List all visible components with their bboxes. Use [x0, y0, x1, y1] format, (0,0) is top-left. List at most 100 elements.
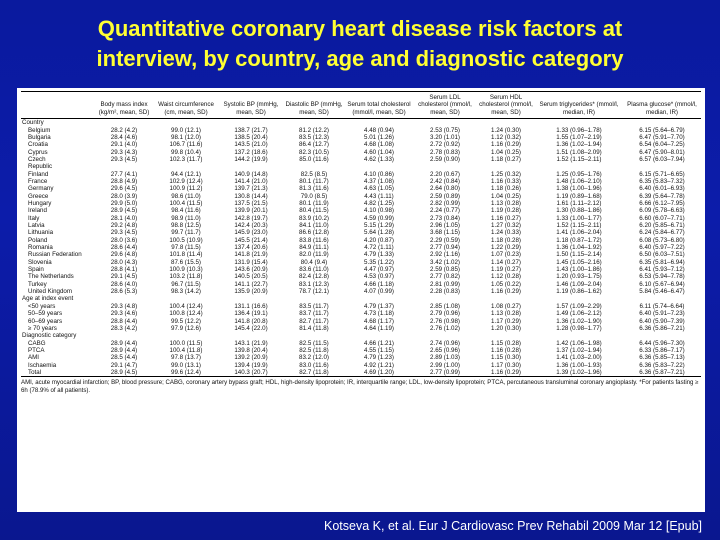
table-cell: 139.4 (19.9) — [234, 361, 268, 369]
table-cell: 1.16 (0.28) — [491, 346, 521, 354]
table-cell: 99.6 (12.4) — [153, 368, 219, 378]
table-cell: 4.82 (1.25) — [364, 200, 394, 207]
table-cell — [153, 295, 219, 302]
table-cell: 6.15 (5.64–6.79) — [639, 126, 685, 134]
table-row: Slovenia 28.0 (4.3) 87.6 (15.5) 131.9 (15.4… — [21, 259, 701, 266]
row-label: 60–69 years — [28, 317, 63, 325]
table-cell: 4.79 (1.23) — [364, 354, 394, 362]
table-cell: 6.35 (5.81–6.94) — [639, 258, 685, 266]
table-row: Germany 29.6 (4.5) 100.9 (11.2) 139.7 (21.3… — [21, 185, 701, 192]
table-cell: 1.07 (0.23) — [491, 251, 521, 259]
row-label: United Kingdom — [28, 288, 73, 296]
table-cell: 99.5 (12.2) — [171, 317, 201, 325]
column-header — [21, 90, 95, 120]
table-cell: 29.3 (4.8) — [110, 302, 138, 310]
table-cell: 3.42 (1.02) — [430, 258, 460, 266]
table-row: Belgium 28.2 (4.2) 99.0 (12.1) 138.7 (21.7)… — [21, 127, 701, 134]
table-cell: 1.19 (0.28) — [491, 207, 521, 215]
table-cell: 82.7 (11.7) — [299, 317, 329, 325]
table-row: Italy 28.1 (4.0) 98.9 (11.0) 142.8 (19.7) 83… — [21, 215, 701, 222]
table-cell: 139.7 (21.3) — [234, 185, 268, 193]
row-label: Ischaemia — [28, 361, 57, 369]
row-label: Slovenia — [28, 258, 52, 266]
table-cell: 100.4 (12.4) — [169, 302, 203, 310]
table-row: PTCA 28.9 (4.4) 100.4 (11.8) 139.8 (20.4) 82… — [21, 347, 701, 354]
table-cell — [153, 332, 219, 339]
table-cell — [477, 332, 535, 339]
table-cell: 1.36 (1.04–1.92) — [556, 244, 602, 252]
table-cell: 1.30 (0.88–1.86) — [556, 207, 602, 215]
table-cell: 1.55 (1.07–2.19) — [556, 133, 602, 141]
section-row: Country — [21, 119, 701, 127]
table-cell: 28.4 (4.6) — [110, 133, 138, 141]
table-cell: 28.9 (4.5) — [110, 207, 138, 215]
table-cell: 1.25 (0.32) — [491, 170, 521, 178]
table-cell: 1.14 (0.27) — [491, 258, 521, 266]
table-cell: 29.1 (4.7) — [110, 361, 138, 369]
table-cell: 1.12 (0.28) — [491, 273, 521, 281]
table-cell: 98.6 (11.0) — [171, 192, 201, 200]
table-cell: 137.2 (18.6) — [234, 148, 268, 156]
table-row: The Netherlands 29.1 (4.5) 103.2 (11.8) 140… — [21, 273, 701, 280]
row-label: Finland — [28, 170, 49, 178]
table-cell: 1.08 (0.27) — [491, 302, 521, 310]
table-cell: 28.3 (4.2) — [110, 324, 138, 332]
table-cell: 29.9 (5.0) — [110, 200, 138, 207]
table-cell: 28.1 (4.0) — [110, 214, 138, 222]
table-cell: 1.33 (0.96–1.78) — [556, 126, 602, 134]
row-label: The Netherlands — [28, 273, 74, 281]
table-cell: 4.53 (0.97) — [364, 273, 394, 281]
table-cell: 28.9 (4.4) — [110, 346, 138, 354]
row-label: 50–59 years — [28, 310, 63, 318]
table-cell: 86.6 (12.8) — [299, 229, 329, 237]
table-cell: 4.66 (1.18) — [364, 280, 394, 288]
table-cell — [623, 295, 701, 302]
table-cell: 96.7 (11.5) — [171, 280, 201, 288]
table-cell: 27.7 (4.1) — [110, 170, 138, 178]
table-cell: 1.28 (0.98–1.77) — [556, 324, 602, 332]
row-label: Latvia — [28, 222, 45, 230]
table-cell: 2.78 (0.83) — [430, 148, 460, 156]
table-cell: 81.2 (12.2) — [299, 126, 329, 134]
table-cell: 100.0 (11.5) — [169, 339, 203, 347]
table-cell: 1.49 (1.06–2.12) — [556, 310, 602, 318]
table-cell — [283, 332, 345, 339]
table-cell — [535, 332, 623, 339]
table-cell: 6.40 (6.01–6.93) — [639, 185, 685, 193]
table-cell: 82.5 (11.5) — [299, 339, 329, 347]
table-cell: 138.5 (20.4) — [234, 133, 268, 141]
table-cell: 1.39 (1.02–1.96) — [535, 368, 623, 378]
table-cell: 138.7 (21.7) — [234, 126, 268, 134]
table-cell: 2.81 (0.99) — [430, 280, 460, 288]
table-cell: 98.4 (11.6) — [171, 207, 201, 215]
table-cell: 80.1 (11.9) — [299, 200, 329, 207]
table-cell: 100.8 (12.4) — [169, 310, 203, 318]
table-cell: 29.3 (4.6) — [110, 310, 138, 318]
row-label: France — [28, 177, 48, 185]
table-cell: 2.89 (1.03) — [430, 354, 460, 362]
table-cell: 6.09 (5.78–6.63) — [639, 207, 685, 215]
table-cell: 139.2 (20.9) — [234, 354, 268, 362]
table-cell: 2.65 (0.96) — [430, 346, 460, 354]
table-cell: 82.5 (11.8) — [299, 346, 329, 354]
table-cell: 6.40 (5.90–7.39) — [639, 317, 685, 325]
table-cell: 145.5 (21.4) — [234, 236, 268, 244]
table-cell: 2.59 (0.89) — [430, 192, 460, 200]
table-cell: 1.19 (0.27) — [491, 266, 521, 274]
table-cell: 28.0 (3.9) — [110, 192, 138, 200]
table-row: Greece 28.0 (3.9) 98.6 (11.0) 130.8 (14.4) 7… — [21, 193, 701, 200]
table-cell — [345, 119, 413, 127]
table-cell: 6.50 (6.03–7.51) — [639, 251, 685, 259]
table-cell: 1.36 (1.02–1.94) — [556, 141, 602, 149]
table-row: <50 years 29.3 (4.8) 100.4 (12.4) 131.1 (16… — [21, 303, 701, 310]
row-label: Age at index event — [22, 295, 74, 303]
table-cell — [95, 163, 153, 170]
table-cell: 141.8 (20.8) — [234, 317, 268, 325]
table-cell: 4.68 (1.17) — [364, 317, 394, 325]
table-cell: 130.8 (14.4) — [234, 192, 268, 200]
risk-factor-table: Body mass index (kg/m², mean, SD) Waist c… — [21, 90, 701, 378]
table-cell: 83.5 (11.7) — [299, 302, 329, 310]
table-cell: 139.9 (20.1) — [234, 207, 268, 215]
table-cell: 145.9 (23.0) — [234, 229, 268, 237]
table-cell: 1.15 (0.30) — [491, 354, 521, 362]
